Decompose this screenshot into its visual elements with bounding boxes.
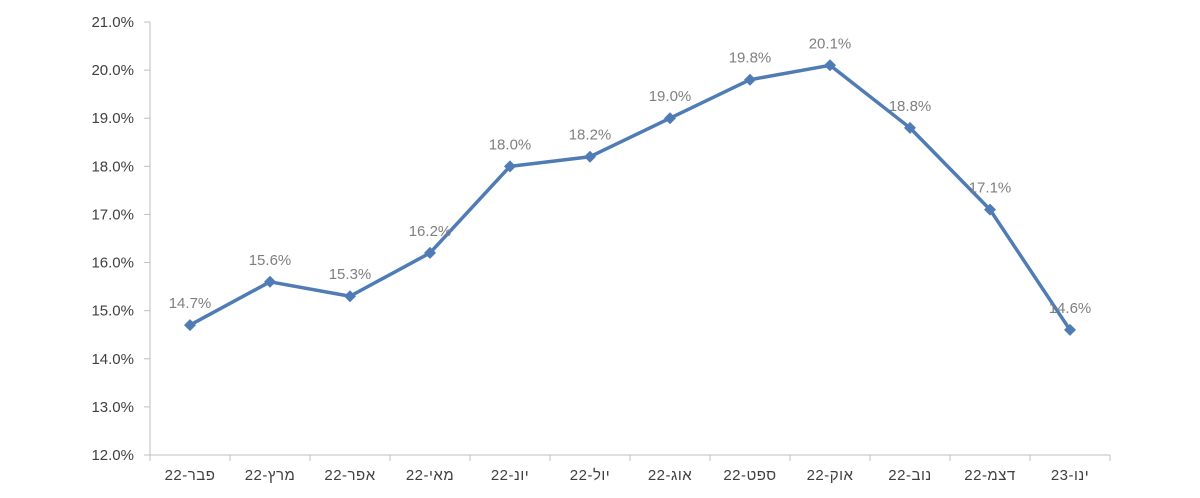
y-tick-label: 18.0% [91,158,134,175]
series-line [188,63,1072,332]
data-label: 15.3% [329,266,372,283]
x-tick-label: מרץ-22 [245,467,296,484]
data-label: 14.7% [169,295,212,312]
x-tick-label: אוק-22 [807,467,854,484]
data-label: 18.0% [489,136,532,153]
data-label: 16.2% [409,223,452,240]
y-tick-label: 19.0% [91,110,134,127]
data-point-marker [584,150,596,163]
x-tick-label: נוב-22 [888,467,931,484]
y-tick-label: 20.0% [91,62,134,79]
x-tick-label: יול-22 [570,467,610,484]
data-label: 18.2% [569,127,612,144]
x-tick-label: מאי-22 [406,467,454,484]
data-label: 14.6% [1049,300,1092,317]
y-tick-label: 16.0% [91,255,134,272]
x-tick-label: אפר-22 [324,467,375,484]
x-tick-label: דצמ-22 [964,467,1015,484]
data-label: 17.1% [969,180,1012,197]
data-point-marker [744,73,756,86]
y-tick-label: 21.0% [91,14,134,31]
data-point-marker [424,246,436,259]
data-point-marker [344,290,356,303]
series-layer [184,59,1076,336]
data-point-marker [1064,323,1076,336]
x-tick-label: יונ-22 [491,467,529,484]
x-tick-label: ספט-22 [723,467,776,484]
x-tick-label: פבר-22 [165,467,216,484]
data-point-marker [824,59,836,72]
data-label: 15.6% [249,252,292,269]
data-label: 20.1% [809,35,852,52]
data-label: 18.8% [889,98,932,115]
y-tick-label: 13.0% [91,399,134,416]
data-label: 19.8% [729,50,772,67]
x-axis: פבר-22 מרץ-22 אפר-22 מאי-22 יונ-22 יול-22 אוג-… [149,454,1111,484]
x-tick-label: אוג-22 [648,467,692,484]
data-label-layer: 14.7% 15.6% 15.3% 16.2% 18.0% 18.2% 19.0% 19.8%… [169,35,1092,317]
data-point-marker [184,319,196,332]
data-point-marker [504,160,516,173]
data-point-marker [264,275,276,288]
data-point-marker [664,112,676,125]
data-label: 19.0% [649,88,692,105]
y-tick-label: 14.0% [91,351,134,368]
data-point-marker [984,203,996,216]
x-tick-label: ינו-23 [1051,467,1089,484]
y-tick-label: 15.0% [91,303,134,320]
y-axis: 12.0% 13.0% 14.0% 15.0% 16.0% 17.0% 18.0% 19.0%… [91,14,151,464]
data-point-marker [904,121,916,134]
y-tick-label: 12.0% [91,447,134,464]
y-tick-label: 17.0% [91,206,134,223]
